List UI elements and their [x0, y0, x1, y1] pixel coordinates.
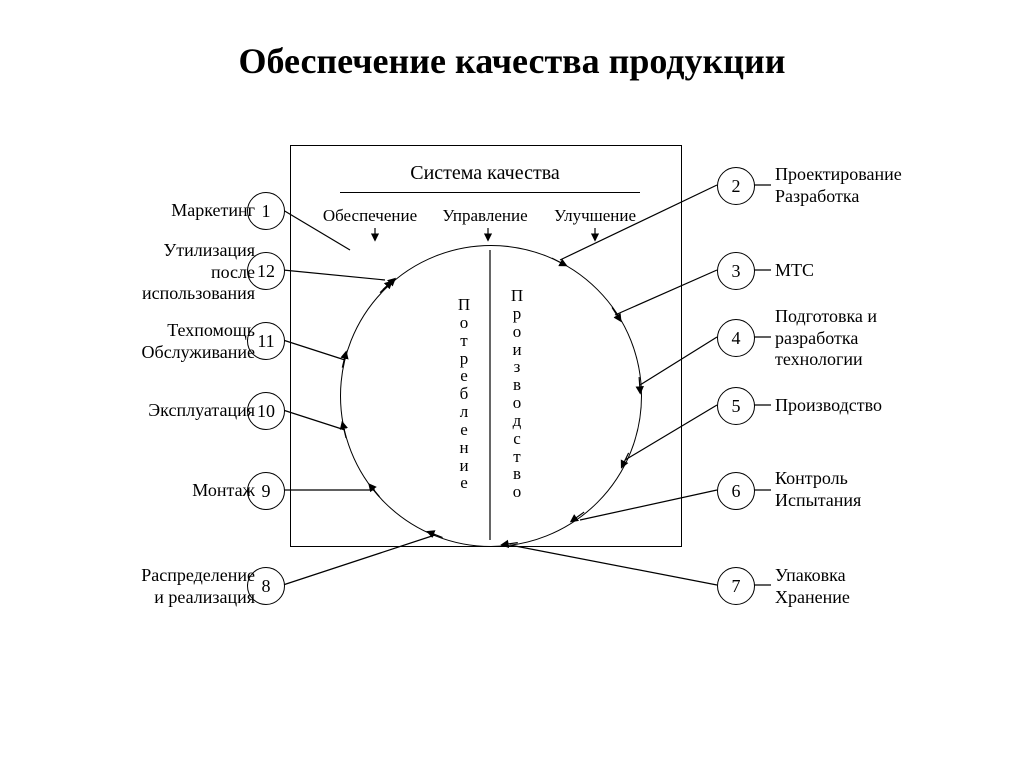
node-3: 3: [717, 252, 755, 290]
node-label-6: КонтрольИспытания: [775, 468, 955, 511]
diagram-root: { "title": {"text":"Обеспечение качества…: [0, 0, 1024, 768]
node-7: 7: [717, 567, 755, 605]
header-main: Система качества: [290, 162, 680, 185]
node-label-11: ТехпомощьОбслуживание: [70, 320, 255, 363]
header-sub-2: Улучшение: [540, 206, 650, 226]
node-label-4: Подготовка иразработкатехнологии: [775, 306, 975, 371]
node-6: 6: [717, 472, 755, 510]
node-label-3: МТС: [775, 260, 895, 282]
node-label-10: Эксплуатация: [75, 400, 255, 422]
header-sub-1: Управление: [430, 206, 540, 226]
inner-label-right: Производство: [508, 287, 526, 501]
node-label-2: ПроектированиеРазработка: [775, 164, 975, 207]
node-label-7: УпаковкаХранение: [775, 565, 955, 608]
node-5: 5: [717, 387, 755, 425]
node-label-8: Распределениеи реализация: [65, 565, 255, 608]
node-label-5: Производство: [775, 395, 955, 417]
inner-label-left: Потребление: [455, 296, 473, 492]
big-circle: [340, 245, 642, 547]
node-2: 2: [717, 167, 755, 205]
node-4: 4: [717, 319, 755, 357]
header-underline: [340, 192, 640, 193]
node-label-9: Монтаж: [95, 480, 255, 502]
header-sub-0: Обеспечение: [315, 206, 425, 226]
node-label-1: Маркетинг: [95, 200, 255, 222]
page-title: Обеспечение качества продукции: [0, 40, 1024, 82]
node-label-12: Утилизацияпослеиспользования: [70, 240, 255, 305]
